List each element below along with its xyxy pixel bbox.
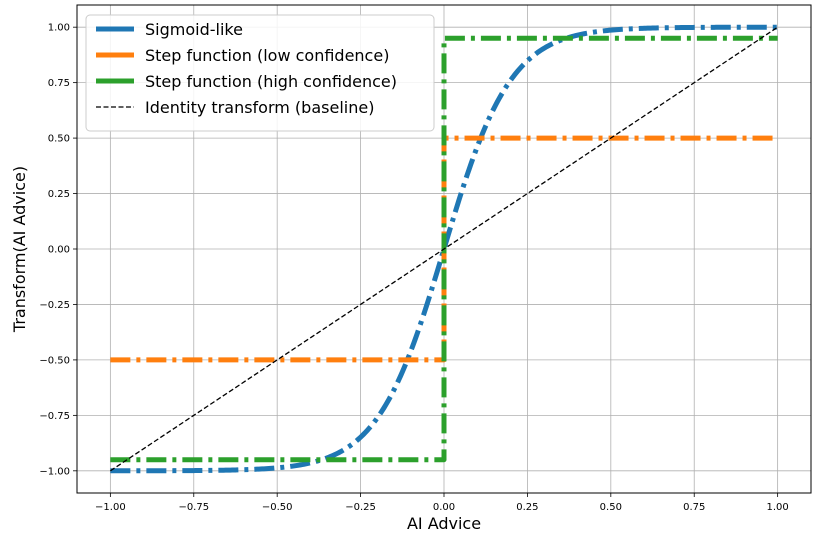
series-line bbox=[110, 26, 778, 472]
legend: Sigmoid-like Step function (low confidenc… bbox=[85, 14, 435, 132]
y-tick-label: −0.75 bbox=[39, 411, 70, 422]
x-tick-label: 1.00 bbox=[767, 502, 789, 513]
y-tick-label: 0.50 bbox=[48, 134, 70, 145]
legend-label: Identity transform (baseline) bbox=[145, 98, 374, 117]
series-line bbox=[109, 24, 779, 474]
y-tick-label: 1.00 bbox=[48, 23, 70, 34]
y-tick-label: 0.00 bbox=[48, 245, 70, 256]
axis-ticks: −1.00 −0.75 −0.50 −0.25 0.00 0.25 0.50 0.75 1.00… bbox=[39, 23, 788, 513]
legend-label: Sigmoid-like bbox=[145, 20, 243, 39]
x-tick-label: 0.00 bbox=[433, 502, 455, 513]
y-tick-label: 0.25 bbox=[48, 189, 70, 200]
legend-box bbox=[85, 14, 435, 132]
y-tick-label: −1.00 bbox=[39, 466, 70, 477]
x-tick-label: −0.75 bbox=[178, 502, 209, 513]
x-tick-label: −0.25 bbox=[345, 502, 376, 513]
y-axis-title: Transform(AI Advice) bbox=[10, 166, 29, 333]
y-tick-label: 0.75 bbox=[48, 78, 70, 89]
x-tick-label: 0.50 bbox=[600, 502, 622, 513]
x-tick-label: 0.25 bbox=[516, 502, 538, 513]
x-tick-label: 0.75 bbox=[683, 502, 705, 513]
legend-label: Step function (low confidence) bbox=[145, 46, 389, 65]
x-axis-title: AI Advice bbox=[407, 514, 481, 533]
x-tick-label: −1.00 bbox=[95, 502, 126, 513]
plot-area bbox=[109, 24, 779, 474]
y-tick-label: −0.50 bbox=[39, 355, 70, 366]
y-tick-label: −0.25 bbox=[39, 300, 70, 311]
x-tick-label: −0.50 bbox=[262, 502, 293, 513]
legend-label: Step function (high confidence) bbox=[145, 72, 397, 91]
